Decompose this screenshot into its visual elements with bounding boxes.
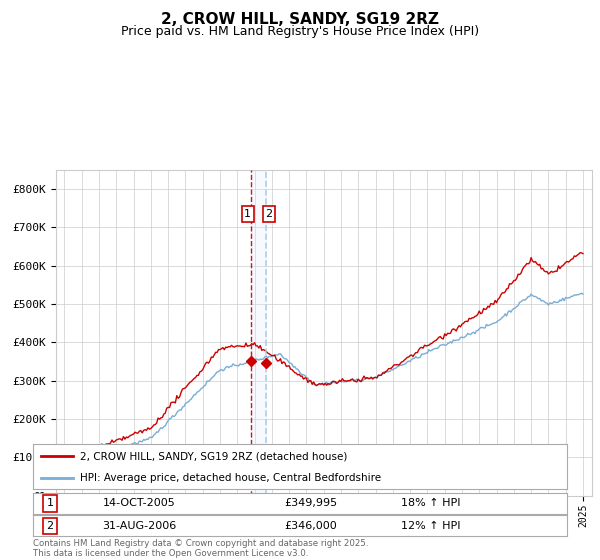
Text: Contains HM Land Registry data © Crown copyright and database right 2025.
This d: Contains HM Land Registry data © Crown c… <box>33 539 368 558</box>
Text: Price paid vs. HM Land Registry's House Price Index (HPI): Price paid vs. HM Land Registry's House … <box>121 25 479 38</box>
Text: 31-AUG-2006: 31-AUG-2006 <box>103 521 176 531</box>
Text: 2, CROW HILL, SANDY, SG19 2RZ: 2, CROW HILL, SANDY, SG19 2RZ <box>161 12 439 27</box>
Text: 2, CROW HILL, SANDY, SG19 2RZ (detached house): 2, CROW HILL, SANDY, SG19 2RZ (detached … <box>80 451 347 461</box>
Text: 18% ↑ HPI: 18% ↑ HPI <box>401 498 461 508</box>
Text: 14-OCT-2005: 14-OCT-2005 <box>103 498 175 508</box>
Bar <box>251 170 266 496</box>
Text: HPI: Average price, detached house, Central Bedfordshire: HPI: Average price, detached house, Cent… <box>80 473 381 483</box>
Text: £349,995: £349,995 <box>284 498 337 508</box>
Text: £346,000: £346,000 <box>284 521 337 531</box>
Text: 12% ↑ HPI: 12% ↑ HPI <box>401 521 461 531</box>
Text: 1: 1 <box>47 498 53 508</box>
Text: 2: 2 <box>266 209 272 219</box>
Text: 2: 2 <box>47 521 53 531</box>
Text: 1: 1 <box>244 209 251 219</box>
